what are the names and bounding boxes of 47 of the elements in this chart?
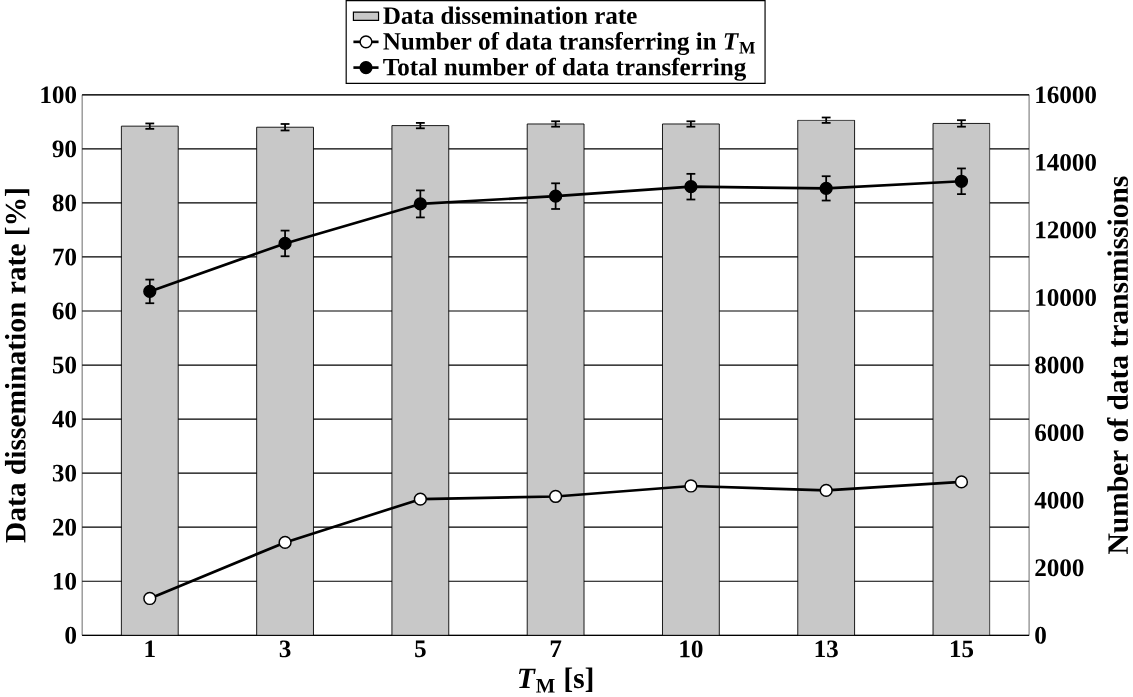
- y2-tick-label: 10000: [1036, 288, 1096, 306]
- y2-axis-title: Number of data transmissions: [1106, 176, 1129, 554]
- y-tick-label: 30: [52, 464, 77, 482]
- legend-label: Total number of data transferring: [383, 57, 747, 81]
- point: [143, 284, 157, 298]
- x-axis-title: T$_{M}$ [s]: [518, 667, 593, 693]
- point: [548, 489, 563, 503]
- point: [143, 591, 157, 605]
- point: [548, 189, 563, 203]
- y2-tick-label: 8000: [1035, 356, 1084, 374]
- y-tick-label: 90: [52, 140, 77, 158]
- y-tick-label: 60: [52, 302, 77, 320]
- y2-tick-label: 2000: [1035, 559, 1084, 576]
- x-tick-label: 1: [145, 640, 155, 657]
- y-tick-label: 50: [52, 356, 77, 374]
- y2-tick-label: 0: [1035, 626, 1046, 644]
- x-tick-label: 3: [279, 640, 291, 658]
- x-tick-label: 13: [815, 640, 838, 658]
- y2-tick-label: 16000: [1036, 86, 1096, 104]
- x-tick-label: 10: [680, 640, 703, 658]
- y-tick-label: 0: [65, 626, 77, 644]
- x-tick-label: 15: [950, 640, 974, 658]
- point: [819, 483, 833, 497]
- point: [954, 475, 969, 489]
- point: [684, 479, 698, 493]
- x-tick-label: 7: [550, 640, 562, 657]
- x-tick-label: 5: [415, 640, 426, 657]
- point: [954, 174, 969, 188]
- y2-tick-label: 4000: [1034, 491, 1084, 509]
- y-tick-label: 80: [52, 194, 77, 212]
- y2-tick-label: 12000: [1036, 221, 1096, 239]
- point: [819, 181, 833, 195]
- point: [413, 197, 427, 211]
- y-tick-label: 100: [41, 86, 77, 104]
- point: [684, 179, 698, 194]
- y2-tick-label: 6000: [1035, 423, 1084, 441]
- y-tick-label: 40: [52, 410, 77, 428]
- point: [278, 535, 292, 549]
- point: [413, 492, 427, 506]
- y-tick-label: 70: [53, 248, 77, 266]
- legend-label: Number of data transferring in T$_{M}$: [383, 31, 755, 55]
- y-tick-label: 20: [52, 518, 77, 536]
- y-axis-title: Data dissemination rate [%]: [4, 189, 30, 543]
- y2-tick-label: 14000: [1036, 153, 1096, 171]
- point: [278, 236, 292, 250]
- legend-label: Data dissemination rate: [383, 6, 637, 24]
- y-tick-label: 10: [53, 572, 77, 590]
